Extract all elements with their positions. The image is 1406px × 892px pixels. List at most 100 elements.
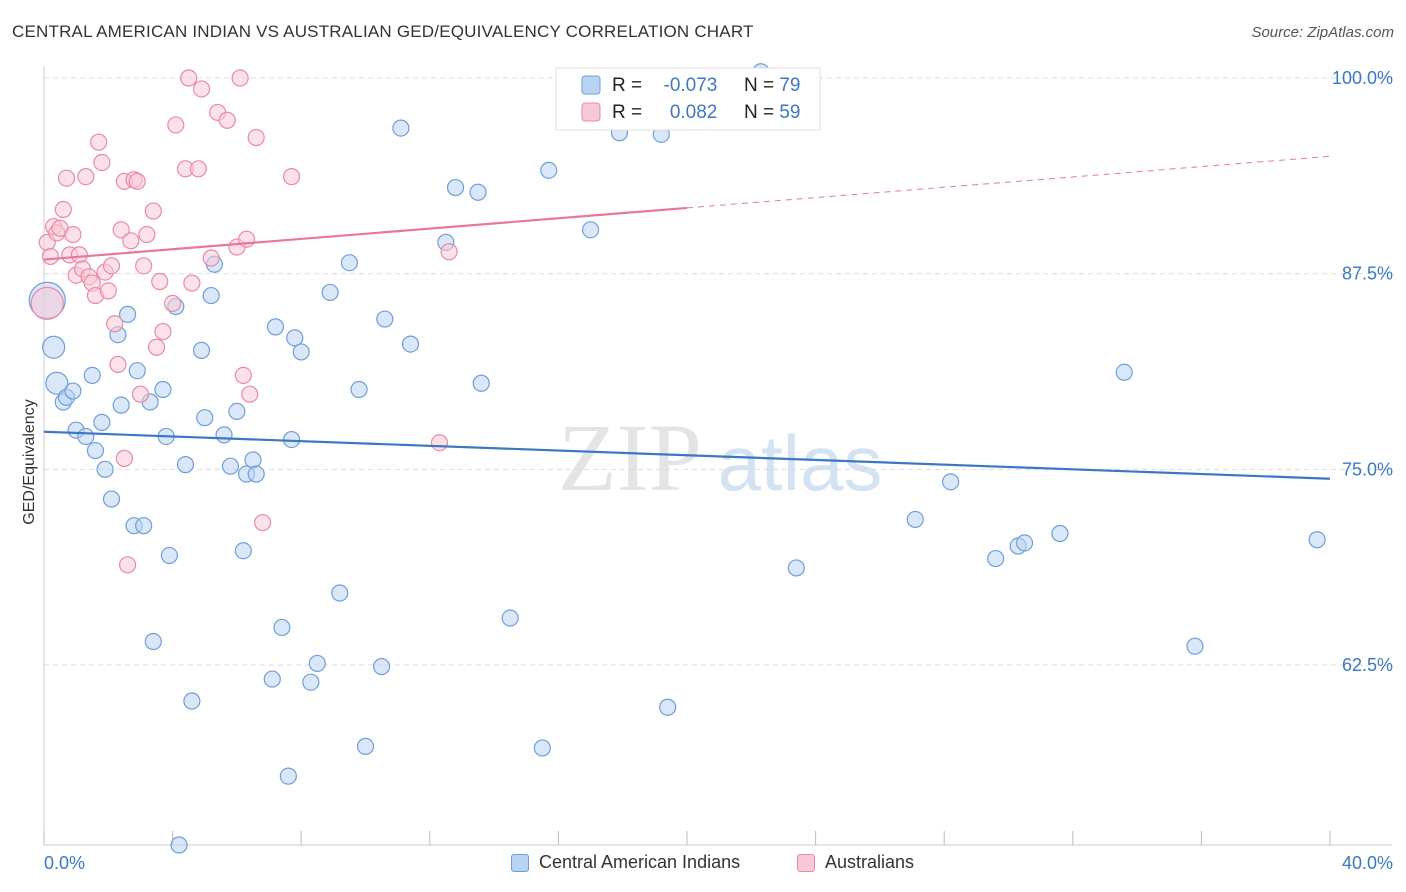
central-american-indian-point (154, 380, 172, 399)
legend-pink-swatch (581, 102, 601, 122)
trend-line-0 (43, 430, 1331, 480)
central-american-indian-point (244, 451, 262, 469)
central-american-indian-point (987, 549, 1005, 568)
central-american-indian-point (86, 441, 105, 460)
legend-r-label: R = (612, 75, 648, 96)
central-american-indian-point (292, 343, 310, 361)
legend-r-label: R = (612, 102, 648, 123)
australian-point (282, 168, 301, 186)
tick-labels: 62.5% 75.0% 87.5% 100.0% 0.0% 40.0% (44, 68, 1393, 873)
central-american-indian-point (228, 402, 246, 421)
central-american-indian-point (64, 382, 82, 400)
central-american-indian-point (176, 456, 195, 474)
central-american-indian-point (45, 371, 69, 395)
central-american-indian-point (266, 318, 285, 336)
australian-point (183, 274, 201, 292)
central-american-indian-point (112, 396, 130, 414)
australian-point (41, 247, 60, 266)
australian-point (118, 556, 137, 574)
central-american-indian-point (376, 310, 394, 328)
legend-row-blue: R = -0.073 N = 79 (612, 75, 800, 97)
central-american-indian-point (1015, 534, 1034, 552)
central-american-indian-point (331, 584, 349, 602)
australian-point (30, 286, 64, 321)
central-american-indian-point (540, 161, 558, 179)
australian-point (430, 434, 449, 452)
central-american-indian-point (501, 609, 519, 627)
data-points (28, 63, 1326, 854)
central-american-indian-point (247, 465, 265, 483)
central-american-indian-point (144, 632, 162, 651)
australian-point (241, 385, 259, 403)
australian-point (154, 322, 172, 341)
australian-point (64, 225, 82, 244)
australian-point (218, 111, 236, 129)
legend-label: Central American Indians (539, 852, 741, 872)
central-american-indian-point (1115, 363, 1133, 381)
australian-point (106, 315, 124, 333)
central-american-indian-point (42, 335, 66, 359)
central-american-indian-point (128, 362, 146, 380)
legend-label: Australians (825, 852, 915, 872)
australian-point (234, 366, 252, 385)
central-american-indian-point (302, 673, 320, 691)
central-american-indian-point (356, 737, 375, 755)
central-american-indian-point (350, 380, 368, 399)
australian-point (90, 133, 108, 151)
australian-point (128, 172, 146, 190)
y-tick-label: 62.5% (1342, 655, 1393, 675)
axes (43, 66, 1392, 846)
central-american-indian-point (196, 409, 214, 427)
legend-r-value: 0.082 (669, 102, 718, 123)
australian-point (180, 69, 198, 87)
legend-item-australians[interactable]: Australians (797, 852, 914, 873)
australian-point (102, 257, 121, 275)
australian-point (135, 257, 153, 275)
legend-r-value: -0.073 (663, 75, 718, 96)
central-american-indian-point (392, 119, 410, 137)
central-american-indian-point (533, 739, 551, 757)
australian-point (70, 246, 88, 264)
central-american-indian-point (308, 654, 326, 673)
central-american-indian-point (183, 692, 201, 710)
central-american-indian-point (77, 427, 95, 446)
australian-point (99, 282, 117, 300)
australian-point (57, 169, 76, 187)
pink-swatch-icon (797, 853, 815, 872)
australian-point (77, 168, 95, 186)
australian-point (247, 128, 265, 147)
legend-item-central-american-indians[interactable]: Central American Indians (511, 852, 740, 873)
watermark-zip: ZIP (558, 404, 702, 511)
y-tick-label: 75.0% (1342, 459, 1393, 479)
central-american-indian-point (581, 221, 600, 239)
central-american-indian-point (83, 366, 101, 385)
legend-n-label: N = (743, 75, 780, 96)
central-american-indian-point (469, 183, 487, 201)
blue-swatch-icon (511, 853, 529, 872)
central-american-indian-point (942, 473, 960, 491)
legend-n-value: 79 (779, 75, 801, 96)
australian-point (231, 69, 249, 87)
central-american-indian-point (286, 329, 304, 347)
central-american-indian-point (221, 457, 240, 475)
central-american-indian-point (263, 670, 281, 688)
australian-point (131, 385, 150, 403)
central-american-indian-point (472, 374, 490, 392)
australian-point (109, 355, 127, 374)
australian-point (112, 221, 130, 239)
australian-point (144, 202, 162, 220)
trend-line-1 (43, 206, 688, 261)
central-american-indian-point (401, 335, 420, 353)
central-american-indian-point (1051, 524, 1069, 543)
central-american-indian-point (160, 546, 178, 565)
legend-row-pink: R = 0.082 N = 59 (612, 102, 800, 124)
australian-point (138, 225, 156, 244)
central-american-indian-point (170, 836, 188, 854)
central-american-indian-point (96, 460, 114, 478)
trend-line-extension-1 (686, 155, 1331, 209)
australian-point (202, 249, 220, 267)
australian-point (440, 243, 458, 261)
watermark-atlas: atlas (718, 419, 883, 507)
australian-point (192, 80, 211, 98)
